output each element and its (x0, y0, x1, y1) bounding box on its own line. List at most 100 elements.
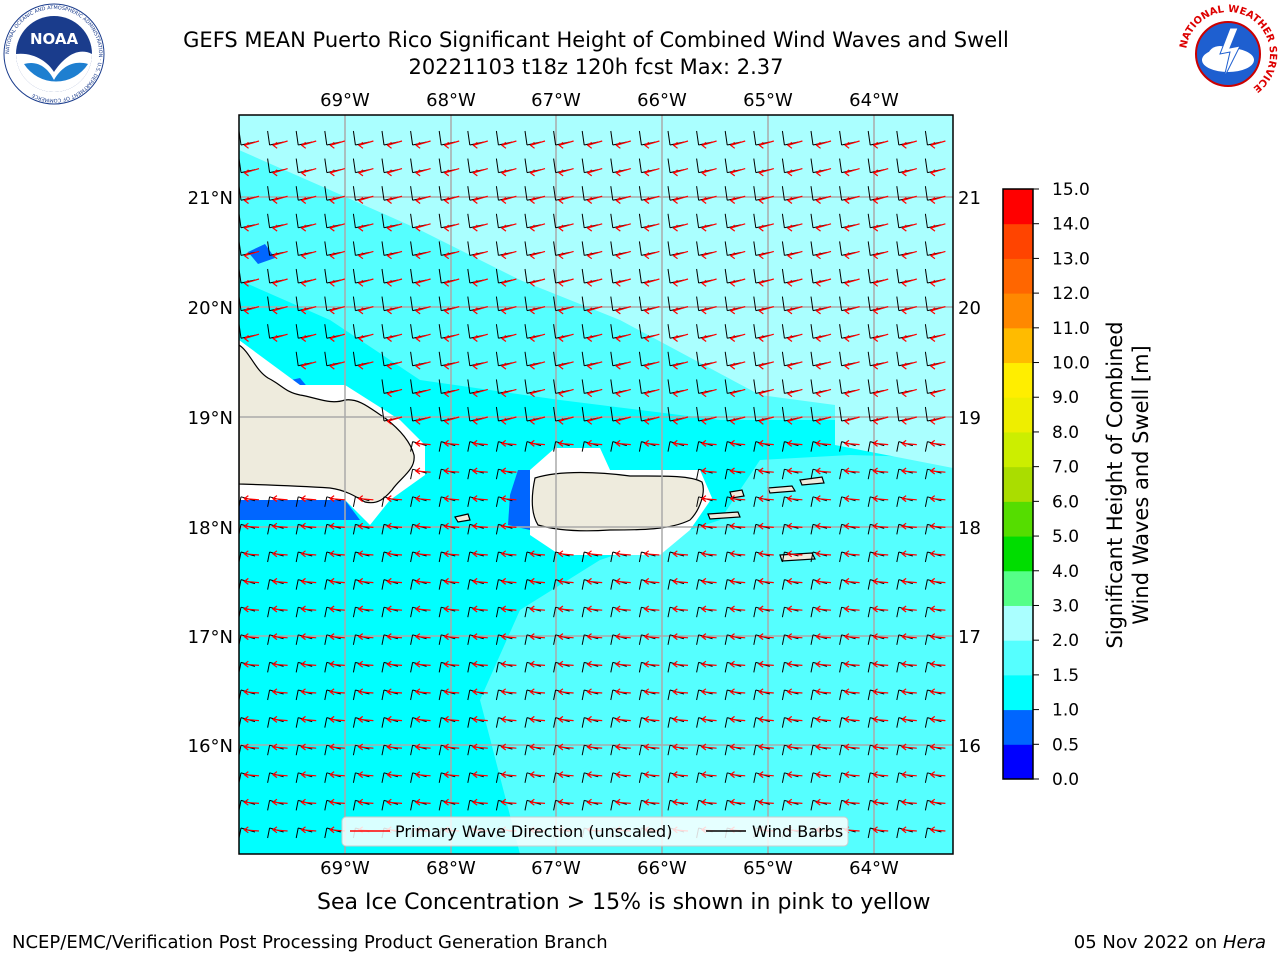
wave-direction-arrow (700, 771, 717, 779)
wave-direction-arrow (500, 605, 517, 613)
wave-direction-arrow (786, 577, 803, 585)
wave-direction-arrow (472, 140, 488, 149)
wave-direction-arrow (386, 278, 403, 287)
wave-direction-arrow (901, 278, 917, 287)
wave-direction-arrow (643, 688, 660, 696)
wave-direction-arrow (529, 633, 546, 641)
wave-direction-arrow (500, 250, 517, 260)
wave-direction-arrow (243, 333, 260, 342)
wave-direction-arrow (500, 333, 517, 342)
wave-direction-arrow (243, 522, 260, 530)
wave-direction-arrow (901, 195, 917, 204)
wave-direction-arrow (929, 278, 946, 287)
wave-direction-arrow (758, 771, 774, 779)
wave-direction-arrow (815, 168, 832, 177)
nws-logo: NATIONAL WEATHER SERVICE (1178, 4, 1278, 104)
wave-direction-arrow (443, 715, 460, 723)
wave-direction-arrow (243, 306, 260, 315)
wave-direction-arrow (329, 306, 345, 315)
wave-direction-arrow (929, 140, 946, 149)
wave-direction-arrow (672, 168, 689, 177)
wave-direction-arrow (500, 688, 517, 696)
colorbar-block (1003, 605, 1033, 641)
wave-direction-arrow (500, 550, 517, 558)
wave-direction-arrow (472, 771, 488, 779)
wave-direction-arrow (443, 798, 460, 806)
wave-direction-arrow (843, 798, 860, 806)
wave-direction-arrow (815, 278, 832, 287)
wave-direction-arrow (300, 660, 317, 668)
wave-direction-arrow (386, 715, 403, 723)
wave-direction-arrow (872, 278, 889, 287)
wave-direction-arrow (300, 361, 317, 370)
wave-direction-arrow (815, 633, 832, 641)
wave-direction-arrow (758, 140, 774, 149)
wave-direction-arrow (357, 550, 374, 558)
wave-direction-arrow (243, 798, 260, 806)
wave-direction-arrow (815, 660, 832, 668)
wave-direction-arrow (872, 439, 889, 447)
wave-direction-arrow (529, 306, 546, 315)
colorbar-tick-label: 14.0 (1052, 215, 1090, 235)
wave-direction-arrow (615, 278, 631, 287)
latitude-label: 16°N (188, 736, 233, 757)
wave-direction-arrow (329, 195, 345, 204)
wave-direction-arrow (758, 605, 774, 613)
wave-direction-arrow (472, 223, 488, 232)
wave-direction-arrow (615, 168, 631, 177)
wave-direction-arrow (414, 660, 431, 668)
colorbar-frame (1002, 188, 1034, 780)
colorbar-block (1003, 640, 1033, 676)
wave-direction-arrow (643, 416, 660, 425)
wave-direction-arrow (500, 577, 517, 585)
wave-height-map: 69°W 68°W 67°W 66°W 65°W 64°W 69°W 68°W 67°W 66°… (188, 90, 980, 879)
wave-direction-arrow (758, 467, 774, 475)
longitude-labels-top: 69°W 68°W 67°W 66°W 65°W 64°W (320, 90, 899, 111)
wave-direction-arrow (558, 278, 574, 287)
wave-direction-arrow (443, 333, 460, 342)
wave-direction-arrow (615, 771, 631, 779)
wave-direction-arrow (672, 688, 689, 696)
wave-direction-arrow (615, 577, 631, 585)
wave-direction-arrow (615, 715, 631, 723)
wave-direction-arrow (929, 333, 946, 342)
wave-direction-arrow (672, 195, 689, 204)
wave-direction-arrow (586, 388, 603, 398)
wave-direction-arrow (929, 605, 946, 613)
wave-direction-arrow (500, 771, 517, 779)
wave-direction-arrow (272, 306, 288, 315)
wave-direction-arrow (643, 388, 660, 398)
wave-direction-arrow (414, 743, 431, 751)
wave-direction-arrow (271, 605, 288, 613)
wave-direction-arrow (929, 388, 946, 398)
wave-direction-arrow (300, 333, 317, 342)
wave-direction-arrow (272, 223, 288, 232)
wave-direction-arrow (872, 633, 889, 641)
colorbar-block (1003, 431, 1033, 468)
wave-direction-arrow (672, 550, 689, 558)
wave-direction-arrow (386, 361, 403, 370)
wave-direction-arrow (729, 660, 746, 668)
colorbar-block (1003, 570, 1033, 606)
wave-direction-arrow (701, 168, 717, 177)
colorbar-tick-label: 10.0 (1052, 354, 1090, 374)
latitude-label: 18°N (958, 518, 980, 539)
wave-direction-arrow (843, 439, 860, 447)
wave-direction-arrow (815, 577, 832, 585)
wave-direction-arrow (557, 688, 574, 696)
wave-direction-arrow (272, 278, 288, 287)
wave-direction-arrow (729, 743, 746, 751)
colorbar-tick-label: 7.0 (1052, 458, 1079, 478)
wave-direction-arrow (615, 250, 631, 260)
wave-direction-arrow (443, 195, 460, 204)
wave-direction-arrow (529, 439, 546, 447)
wave-direction-arrow (243, 550, 260, 558)
colorbar-block (1003, 258, 1033, 294)
wave-direction-arrow (872, 168, 889, 177)
wave-direction-arrow (786, 416, 803, 425)
wave-direction-arrow (815, 416, 832, 425)
wave-direction-arrow (872, 495, 889, 503)
wave-direction-arrow (815, 250, 832, 260)
wave-direction-arrow (386, 250, 403, 260)
wave-direction-arrow (415, 388, 431, 398)
